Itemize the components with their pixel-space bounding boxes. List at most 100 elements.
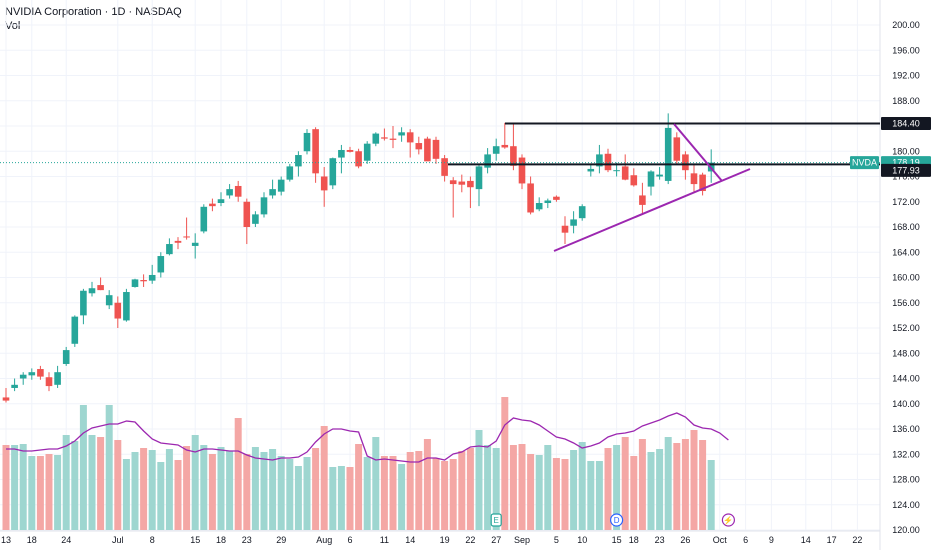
candle-body bbox=[303, 132, 311, 152]
y-tick-label: 180.00 bbox=[892, 146, 920, 156]
y-tick-label: 120.00 bbox=[892, 525, 920, 535]
volume-bar bbox=[673, 443, 681, 530]
x-tick-label: 14 bbox=[405, 535, 415, 545]
candle-body bbox=[97, 285, 104, 291]
candle-body bbox=[372, 133, 380, 144]
volume-bar bbox=[97, 437, 105, 530]
volume-bar bbox=[398, 464, 406, 530]
y-tick-label: 188.00 bbox=[892, 96, 920, 106]
x-tick-label: Jul bbox=[112, 535, 124, 545]
volume-bar bbox=[484, 445, 492, 530]
volume-bar bbox=[346, 467, 354, 530]
volume-bar bbox=[71, 441, 79, 530]
resistance-badge: 184.40 bbox=[892, 118, 920, 128]
candle-body bbox=[191, 242, 199, 246]
earnings-icon bbox=[490, 513, 502, 527]
volume-bar bbox=[165, 449, 173, 530]
candle-body bbox=[71, 316, 79, 344]
volume-bar bbox=[578, 442, 586, 530]
candle-body bbox=[252, 214, 259, 224]
volume-bar bbox=[286, 459, 294, 530]
volume-bar bbox=[320, 426, 328, 530]
x-tick-label: 15 bbox=[190, 535, 200, 545]
candle-body bbox=[475, 166, 483, 190]
candle-body bbox=[656, 174, 663, 177]
candle-body bbox=[639, 195, 646, 205]
volume-bar bbox=[595, 461, 603, 530]
volume-bar bbox=[183, 446, 191, 530]
volume-label: Vol bbox=[5, 20, 21, 32]
volume-bar bbox=[544, 445, 552, 530]
resistance-badge-box bbox=[881, 116, 931, 130]
volume-bar bbox=[200, 445, 208, 530]
volume-bar bbox=[681, 439, 689, 530]
volume-bar bbox=[441, 461, 449, 530]
chart-grid bbox=[0, 0, 881, 550]
volume-bar bbox=[423, 439, 431, 530]
candle-body bbox=[123, 292, 130, 321]
volume-bar bbox=[105, 405, 113, 530]
volume-bar bbox=[28, 456, 36, 530]
candle-body bbox=[613, 170, 620, 172]
volume-bar bbox=[79, 405, 87, 530]
volume-bar bbox=[11, 445, 19, 530]
x-tick-label: 11 bbox=[380, 535, 389, 545]
volume-bars bbox=[2, 397, 715, 530]
y-tick-label: 160.00 bbox=[892, 273, 920, 283]
volume-bar bbox=[535, 455, 543, 530]
y-tick-label: 140.00 bbox=[892, 399, 920, 409]
x-tick-label: 10 bbox=[577, 535, 587, 545]
candle-body bbox=[37, 369, 44, 377]
volume-ma-line bbox=[6, 412, 729, 463]
candle-body bbox=[260, 197, 268, 215]
y-tick-label: 136.00 bbox=[892, 424, 920, 434]
candle-body bbox=[114, 302, 122, 319]
volume-bar bbox=[552, 458, 560, 530]
volume-bar bbox=[372, 437, 380, 530]
candle-body bbox=[338, 149, 345, 158]
candle-body bbox=[690, 173, 698, 185]
candle-body bbox=[329, 158, 337, 186]
candle-body bbox=[131, 279, 139, 287]
volume-bar bbox=[251, 447, 259, 530]
volume-bar bbox=[389, 456, 397, 530]
volume-bar bbox=[380, 456, 388, 530]
candle-body bbox=[535, 203, 543, 210]
x-tick-label: Oct bbox=[713, 535, 728, 545]
volume-bar bbox=[406, 452, 414, 530]
volume-bar bbox=[527, 454, 535, 530]
volume-bar bbox=[707, 460, 715, 530]
x-tick-label: 26 bbox=[680, 535, 690, 545]
volume-bar bbox=[114, 440, 122, 530]
volume-ma bbox=[6, 412, 729, 463]
x-tick-label: 29 bbox=[276, 535, 286, 545]
candle-body bbox=[62, 350, 70, 364]
candle-body bbox=[157, 256, 165, 273]
x-tick-label: 24 bbox=[61, 535, 71, 545]
y-tick-label: 144.00 bbox=[892, 374, 920, 384]
candle-body bbox=[243, 201, 251, 227]
volume-bar bbox=[432, 458, 440, 530]
volume-bar bbox=[208, 454, 216, 530]
candle-body bbox=[415, 143, 423, 150]
candle-body bbox=[630, 175, 638, 186]
volume-bar bbox=[217, 447, 225, 530]
volume-bar bbox=[492, 448, 500, 530]
time-axis: 13 18 24 Jul 8 15 18 23 29 Aug 6 11 14 19 22 27 Sep 5 10 15… bbox=[1, 535, 862, 545]
candle-body bbox=[578, 206, 586, 219]
candle-body bbox=[226, 189, 233, 196]
x-tick-label: 18 bbox=[216, 535, 226, 545]
y-tick-label: 168.00 bbox=[892, 222, 920, 232]
candle-body bbox=[295, 155, 302, 167]
candle-body bbox=[449, 180, 457, 185]
volume-bar bbox=[621, 437, 629, 530]
volume-bar bbox=[630, 456, 638, 530]
candle-body bbox=[467, 180, 474, 188]
x-tick-label: 23 bbox=[242, 535, 252, 545]
event-markers: E D ⚡ bbox=[490, 513, 736, 527]
candle-body bbox=[234, 185, 242, 197]
drawings bbox=[0, 122, 880, 252]
candle-body bbox=[570, 219, 577, 226]
